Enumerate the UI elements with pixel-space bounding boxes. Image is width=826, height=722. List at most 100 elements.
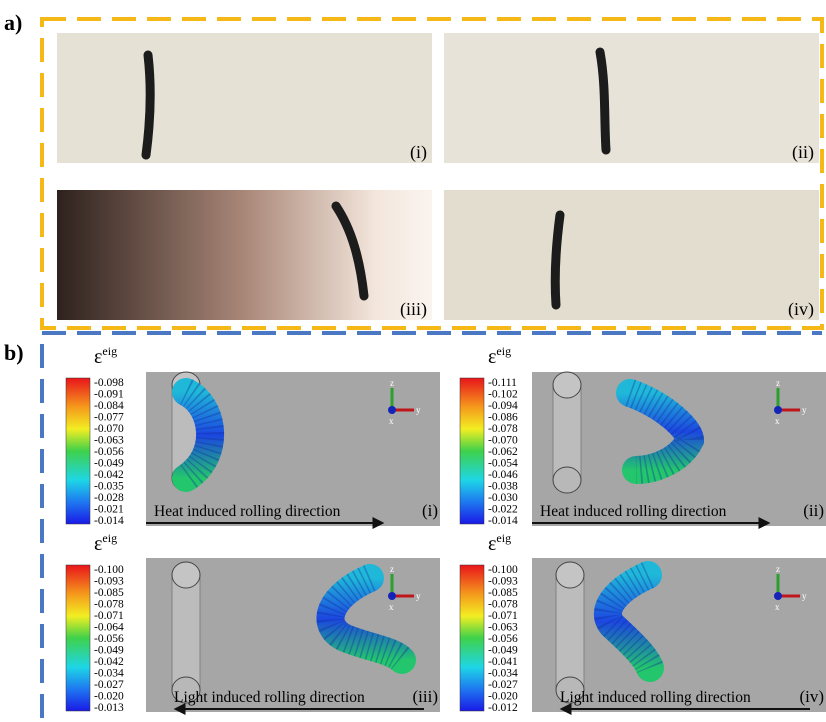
caption: Light induced rolling direction bbox=[560, 689, 751, 706]
panel-label: a) bbox=[4, 10, 22, 35]
colorbar-tick-label: -0.078 bbox=[488, 599, 518, 611]
colorbar-tick-label: -0.100 bbox=[488, 564, 518, 576]
colorbar-tick-label: -0.049 bbox=[94, 458, 124, 470]
colorbar-tick-label: -0.014 bbox=[94, 515, 124, 527]
colorbar-tick-label: -0.078 bbox=[94, 599, 124, 611]
colorbar-title: εeig bbox=[488, 531, 511, 555]
colorbar-tick-label: -0.091 bbox=[94, 389, 124, 401]
axis-label: y bbox=[802, 405, 807, 415]
colorbar-tick-label: -0.035 bbox=[94, 481, 124, 493]
colorbar-tick-label: -0.071 bbox=[94, 610, 124, 622]
photo bbox=[57, 33, 432, 163]
cylinder-end bbox=[556, 562, 584, 588]
colorbar-superscript: eig bbox=[496, 531, 511, 545]
photo-label: (iv) bbox=[788, 299, 814, 320]
colorbar-tick-label: -0.046 bbox=[488, 469, 518, 481]
colorbar-tick-label: -0.093 bbox=[488, 576, 518, 588]
rod bbox=[600, 52, 606, 150]
cylinder-end bbox=[553, 467, 581, 493]
colorbar-tick-label: -0.034 bbox=[94, 668, 124, 680]
colorbar bbox=[460, 378, 484, 524]
colorbar-tick-label: -0.027 bbox=[94, 679, 124, 691]
axis-label: y bbox=[802, 591, 807, 601]
photo bbox=[444, 33, 819, 163]
axis-label: x bbox=[775, 602, 780, 612]
colorbar-tick-label: -0.041 bbox=[488, 656, 518, 668]
simulation-label: (ii) bbox=[803, 501, 824, 520]
axis-label: z bbox=[390, 378, 394, 388]
colorbar-tick-label: -0.042 bbox=[94, 656, 124, 668]
rod bbox=[146, 55, 150, 155]
caption: Light induced rolling direction bbox=[174, 689, 365, 706]
figure: a)b)(i)(ii)(iii)(iv)εeig-0.098-0.091-0.0… bbox=[0, 0, 826, 722]
axis-label: x bbox=[389, 602, 394, 612]
colorbar-title: εeig bbox=[94, 531, 117, 555]
simulation-label: (iii) bbox=[413, 687, 439, 706]
axis-x bbox=[388, 406, 396, 414]
axis-label: z bbox=[776, 564, 780, 574]
axis-label: z bbox=[390, 564, 394, 574]
colorbar-tick-label: -0.049 bbox=[488, 645, 518, 657]
axis-label: y bbox=[416, 405, 421, 415]
simulation-label: (iv) bbox=[799, 687, 824, 706]
colorbar bbox=[66, 378, 90, 524]
colorbar-tick-label: -0.049 bbox=[94, 645, 124, 657]
colorbar-tick-label: -0.078 bbox=[488, 423, 518, 435]
colorbar-tick-label: -0.012 bbox=[488, 702, 518, 714]
colorbar-tick-label: -0.071 bbox=[488, 610, 518, 622]
colorbar-tick-label: -0.020 bbox=[488, 691, 518, 703]
colorbar-tick-label: -0.086 bbox=[488, 412, 518, 424]
colorbar-tick-label: -0.100 bbox=[94, 564, 124, 576]
colorbar-tick-label: -0.070 bbox=[488, 435, 518, 447]
panel-label: b) bbox=[4, 340, 24, 365]
colorbar-tick-label: -0.111 bbox=[488, 377, 517, 389]
colorbar bbox=[66, 565, 90, 711]
cylinder bbox=[553, 385, 581, 480]
colorbar-tick-label: -0.021 bbox=[94, 504, 124, 516]
colorbar-tick-label: -0.056 bbox=[94, 446, 124, 458]
colorbar-tick-label: -0.013 bbox=[94, 702, 124, 714]
photo-label: (ii) bbox=[792, 142, 814, 163]
simulation-label: (i) bbox=[422, 501, 438, 520]
cylinder-end bbox=[172, 562, 200, 588]
colorbar-tick-label: -0.014 bbox=[488, 515, 518, 527]
cylinder bbox=[172, 575, 200, 690]
axis-label: z bbox=[776, 378, 780, 388]
colorbar-tick-label: -0.063 bbox=[94, 435, 124, 447]
colorbar-tick-label: -0.093 bbox=[94, 576, 124, 588]
colorbar-tick-label: -0.038 bbox=[488, 481, 518, 493]
colorbar-tick-label: -0.085 bbox=[94, 587, 124, 599]
colorbar-title: εeig bbox=[488, 344, 511, 368]
colorbar-tick-label: -0.085 bbox=[488, 587, 518, 599]
axis-x bbox=[774, 592, 782, 600]
photo-label: (iii) bbox=[400, 299, 427, 320]
caption: Heat induced rolling direction bbox=[540, 503, 727, 520]
colorbar-tick-label: -0.027 bbox=[488, 679, 518, 691]
colorbar-tick-label: -0.034 bbox=[488, 668, 518, 680]
axis-label: y bbox=[416, 591, 421, 601]
photo bbox=[57, 190, 432, 320]
colorbar-tick-label: -0.022 bbox=[488, 504, 518, 516]
colorbar-tick-label: -0.028 bbox=[94, 492, 124, 504]
colorbar-tick-label: -0.084 bbox=[94, 400, 124, 412]
caption: Heat induced rolling direction bbox=[154, 503, 341, 520]
colorbar-tick-label: -0.062 bbox=[488, 446, 518, 458]
rod bbox=[555, 215, 560, 305]
colorbar-tick-label: -0.042 bbox=[94, 469, 124, 481]
axis-label: x bbox=[775, 416, 780, 426]
colorbar-tick-label: -0.030 bbox=[488, 492, 518, 504]
colorbar-tick-label: -0.064 bbox=[94, 622, 124, 634]
colorbar-tick-label: -0.063 bbox=[488, 622, 518, 634]
colorbar bbox=[460, 565, 484, 711]
colorbar-tick-label: -0.098 bbox=[94, 377, 124, 389]
photo-label: (i) bbox=[410, 142, 427, 163]
colorbar-superscript: eig bbox=[102, 531, 117, 545]
colorbar-tick-label: -0.054 bbox=[488, 458, 518, 470]
colorbar-tick-label: -0.056 bbox=[94, 633, 124, 645]
colorbar-tick-label: -0.020 bbox=[94, 691, 124, 703]
cylinder-end bbox=[553, 372, 581, 398]
colorbar-tick-label: -0.070 bbox=[94, 423, 124, 435]
axis-x bbox=[774, 406, 782, 414]
colorbar-superscript: eig bbox=[102, 344, 117, 358]
colorbar-tick-label: -0.056 bbox=[488, 633, 518, 645]
